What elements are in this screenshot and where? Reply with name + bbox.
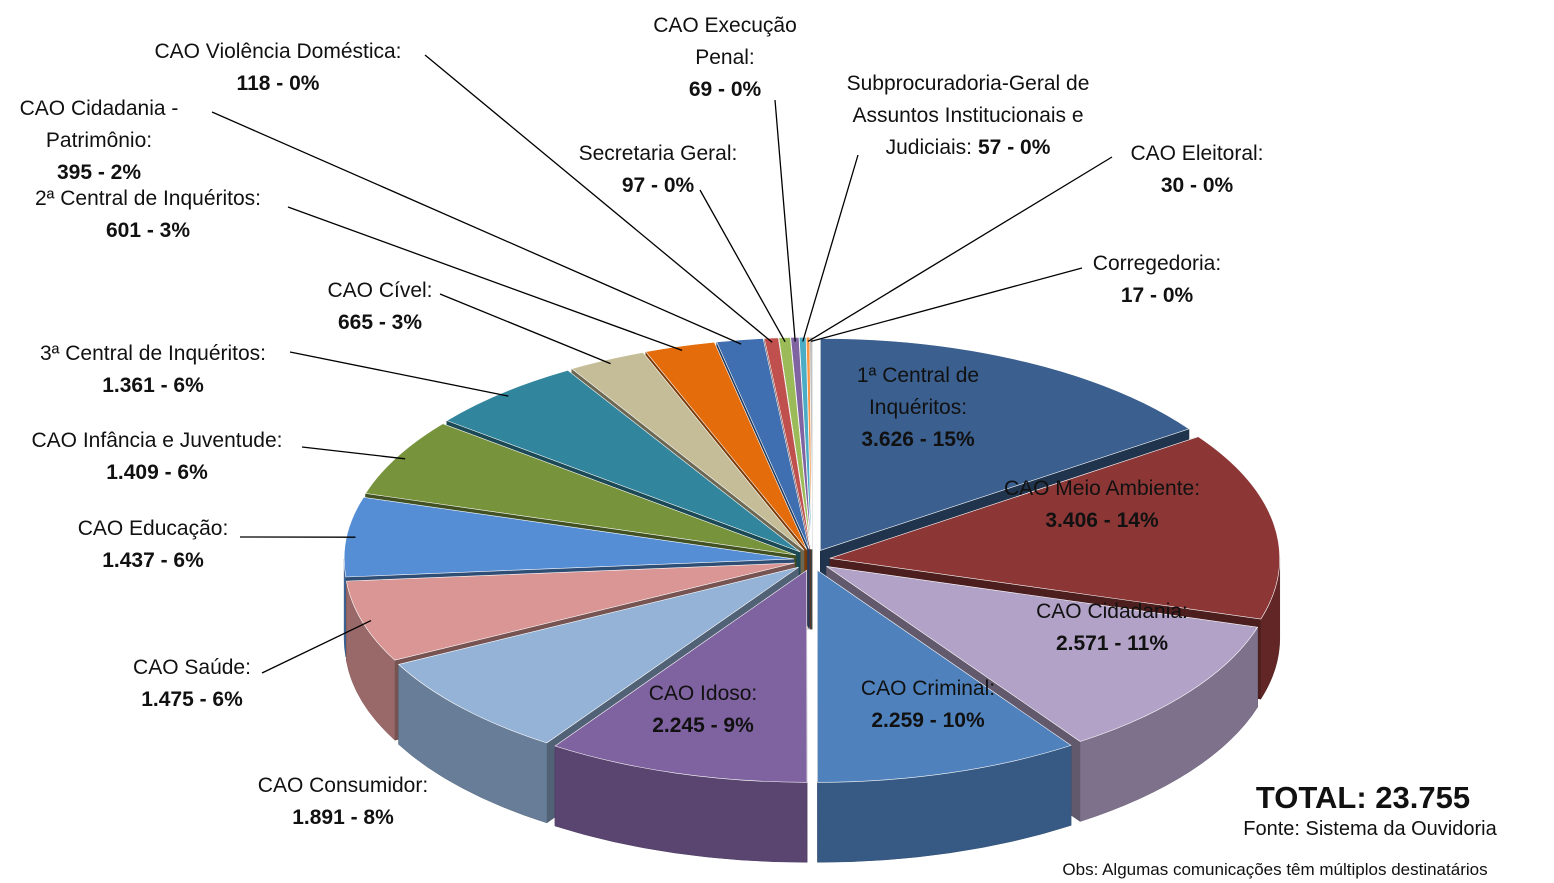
- slice: [571, 352, 805, 551]
- slice: [716, 338, 810, 550]
- leader-line: [287, 206, 683, 352]
- category-label: Corregedoria:: [1092, 252, 1222, 275]
- slice-label: Subprocuradoria-Geral de Assuntos Instit…: [818, 68, 1118, 164]
- total: TOTAL: 23.755: [1255, 780, 1471, 815]
- value-label: 1.437 - 6%: [102, 549, 204, 572]
- source: Fonte: Sistema da Ouvidoria: [1243, 818, 1497, 840]
- slice: [645, 341, 808, 550]
- slice-label: CAO Meio Ambiente: 3.406 - 14%: [972, 473, 1232, 537]
- slice-label: CAO Cidadania: 2.571 - 11%: [1002, 596, 1222, 660]
- slice-label: 2ª Central de Inquéritos: 601 - 3%: [3, 183, 293, 247]
- leader-line: [301, 446, 406, 460]
- leader-line: [211, 111, 742, 345]
- value-label: 97 - 0%: [621, 174, 695, 197]
- leader-line: [807, 156, 1113, 342]
- slice-label: 3ª Central de Inquéritos: 1.361 - 6%: [8, 338, 298, 402]
- leader-line: [439, 293, 611, 365]
- leader-line: [810, 267, 1083, 343]
- slice: [364, 423, 797, 556]
- value-label: 665 - 3%: [337, 311, 423, 334]
- category-label: CAO Cidadania:: [1036, 600, 1188, 623]
- value-label: 3.626 - 15%: [861, 428, 975, 451]
- slice: [397, 566, 799, 744]
- value-label: 3.406 - 14%: [1045, 509, 1159, 532]
- category-label: CAO Idoso:: [648, 682, 758, 705]
- category-label: Secretaria Geral:: [578, 142, 738, 165]
- slice: [446, 369, 801, 553]
- slice-label: CAO Eleitoral: 30 - 0%: [1097, 138, 1297, 202]
- slice: [829, 436, 1280, 620]
- leader-line: [774, 99, 796, 342]
- slice: [826, 566, 1259, 742]
- slice-label: CAO Cível: 665 - 3%: [310, 275, 450, 339]
- value-label: 2.571 - 11%: [1055, 632, 1169, 655]
- slice: [816, 569, 1072, 783]
- value-label: 118 - 0%: [236, 72, 320, 95]
- category-label: CAO Consumidor:: [257, 774, 429, 797]
- slice: [763, 337, 811, 550]
- category-label: 2ª Central de Inquéritos:: [34, 187, 262, 210]
- value-label: 1.409 - 6%: [106, 461, 208, 484]
- slice-label: 1ª Central de Inquéritos: 3.626 - 15%: [828, 360, 1008, 456]
- slice-label: CAO Infância e Juventude: 1.409 - 6%: [7, 425, 307, 489]
- category-label: 1ª Central de Inquéritos:: [856, 364, 980, 419]
- category-label: CAO Execução Penal:: [653, 14, 797, 69]
- value-label: 395 - 2%: [56, 161, 142, 184]
- slice: [346, 562, 795, 661]
- slice-label: CAO Educação: 1.437 - 6%: [43, 513, 263, 577]
- category-label: CAO Meio Ambiente:: [1003, 477, 1201, 500]
- leader-line: [699, 189, 786, 343]
- slice-label: Secretaria Geral: 97 - 0%: [548, 138, 768, 202]
- category-label: CAO Educação:: [77, 517, 229, 540]
- slice: [778, 337, 812, 550]
- slice-label: CAO Idoso: 2.245 - 9%: [603, 678, 803, 742]
- category-label: 3ª Central de Inquéritos:: [39, 342, 267, 365]
- slice-label: CAO Saúde: 1.475 - 6%: [82, 652, 302, 716]
- value-label: 57 - 0%: [978, 136, 1051, 159]
- value-label: 2.245 - 9%: [652, 714, 754, 737]
- category-label: CAO Infância e Juventude:: [31, 429, 283, 452]
- leader-line: [802, 154, 859, 342]
- slice-label: CAO Execução Penal: 69 - 0%: [640, 10, 810, 106]
- value-label: 2.259 - 10%: [871, 709, 985, 732]
- category-label: CAO Violência Doméstica:: [154, 40, 402, 63]
- value-label: 17 - 0%: [1120, 284, 1194, 307]
- value-label: 30 - 0%: [1160, 174, 1234, 197]
- slice-label: CAO Criminal: 2.259 - 10%: [818, 673, 1038, 737]
- category-label: CAO Saúde:: [133, 656, 251, 679]
- category-label: Subprocuradoria-Geral de Assuntos Instit…: [846, 72, 1090, 159]
- slice-label: CAO Consumidor: 1.891 - 8%: [228, 770, 458, 834]
- category-label: CAO Eleitoral:: [1130, 142, 1264, 165]
- slice: [809, 336, 813, 550]
- note: Obs: Algumas comunicações têm múltiplos …: [1062, 860, 1488, 879]
- leader-line: [289, 351, 509, 397]
- category-label: CAO Cidadania - Patrimônio:: [19, 97, 179, 152]
- slice-label: CAO Violência Doméstica: 118 - 0%: [128, 36, 428, 100]
- value-label: 1.891 - 8%: [292, 806, 394, 829]
- leader-line: [261, 620, 372, 674]
- value-label: 69 - 0%: [688, 78, 762, 101]
- leader-line: [424, 54, 773, 343]
- slice-label: Corregedoria: 17 - 0%: [1057, 248, 1257, 312]
- value-label: 1.475 - 6%: [141, 688, 243, 711]
- value-label: 601 - 3%: [105, 219, 191, 242]
- slice-label: CAO Cidadania - Patrimônio: 395 - 2%: [0, 93, 199, 189]
- slice: [820, 338, 1190, 551]
- slice: [554, 569, 808, 783]
- category-label: CAO Criminal:: [860, 677, 996, 700]
- category-label: CAO Cível:: [327, 279, 433, 302]
- value-label: 1.361 - 6%: [102, 374, 204, 397]
